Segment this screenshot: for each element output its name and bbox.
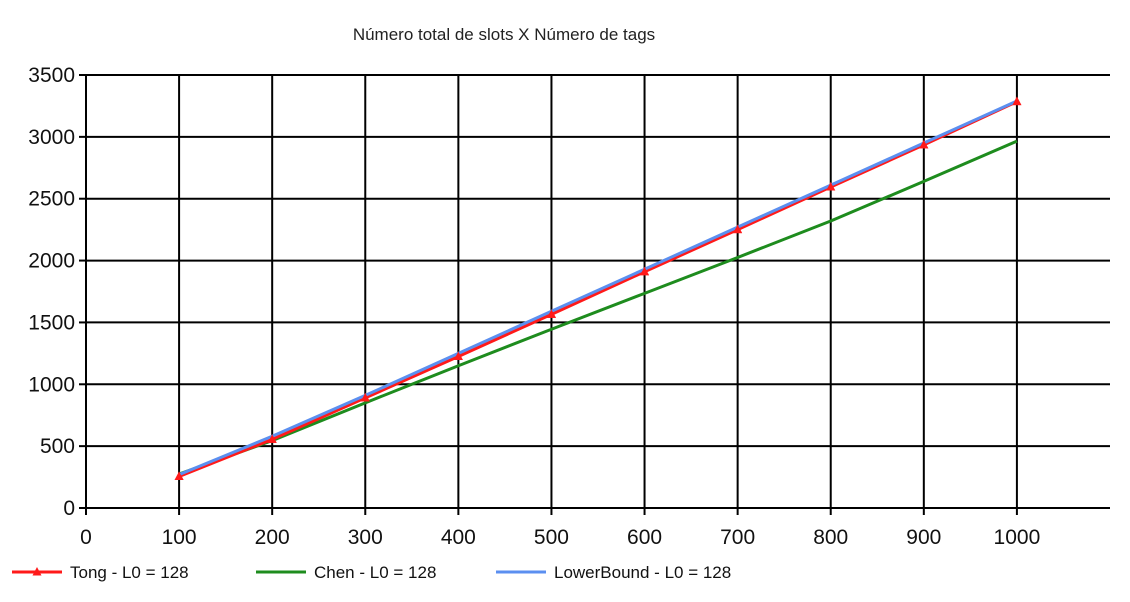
x-tick-label: 600 bbox=[627, 526, 662, 549]
y-tick-label: 3500 bbox=[28, 64, 75, 87]
legend-marker bbox=[32, 567, 42, 576]
data-point-tong-marker bbox=[640, 266, 650, 276]
y-tick-label: 0 bbox=[63, 497, 75, 520]
legend: Tong - L0 = 128 Chen - L0 = 128 LowerBound… bbox=[12, 563, 731, 582]
data-point-tong-marker bbox=[267, 434, 277, 443]
x-axis-tick-labels: 0 100 200 300 400 500 600 700 800 900 1000 bbox=[80, 526, 1040, 549]
data-point-tong-marker bbox=[453, 351, 463, 360]
series-lowerbound bbox=[178, 99, 1018, 476]
y-tick-label: 1000 bbox=[28, 373, 75, 396]
y-tick-label: 500 bbox=[40, 435, 75, 458]
series bbox=[174, 96, 1022, 480]
y-axis-tick-labels: 0 500 1000 1500 2000 2500 3000 3500 bbox=[28, 64, 75, 520]
x-tick-label: 500 bbox=[534, 526, 569, 549]
data-point-tong-marker bbox=[826, 181, 836, 191]
data-point-tong-marker bbox=[919, 139, 929, 149]
x-tick-label: 400 bbox=[441, 526, 476, 549]
data-point-tong-marker bbox=[174, 471, 184, 480]
data-point-tong-marker bbox=[733, 224, 743, 234]
series-line-chen bbox=[178, 139, 1018, 476]
x-tick-label: 1000 bbox=[994, 526, 1041, 549]
legend-label: LowerBound - L0 = 128 bbox=[554, 563, 731, 582]
data-point-tong-marker bbox=[1012, 96, 1022, 106]
x-tick-label: 800 bbox=[813, 526, 848, 549]
y-tick-label: 2500 bbox=[28, 188, 75, 211]
axes bbox=[79, 74, 1110, 515]
legend-item-chen: Chen - L0 = 128 bbox=[256, 563, 436, 582]
x-tick-label: 900 bbox=[906, 526, 941, 549]
legend-label: Chen - L0 = 128 bbox=[314, 563, 436, 582]
series-tong-markers bbox=[174, 96, 1022, 480]
data-point-tong-marker bbox=[546, 309, 556, 318]
series-line-lowerbound bbox=[178, 99, 1018, 476]
x-tick-label: 100 bbox=[162, 526, 197, 549]
y-tick-label: 2000 bbox=[28, 250, 75, 273]
series-chen bbox=[178, 139, 1018, 476]
x-tick-label: 0 bbox=[80, 526, 92, 549]
legend-label: Tong - L0 = 128 bbox=[70, 563, 189, 582]
x-tick-label: 200 bbox=[255, 526, 290, 549]
series-line-tong bbox=[178, 100, 1018, 478]
y-tick-label: 3000 bbox=[28, 126, 75, 149]
data-point-tong-marker bbox=[360, 392, 370, 402]
y-tick-label: 1500 bbox=[28, 311, 75, 334]
legend-item-lowerbound: LowerBound - L0 = 128 bbox=[496, 563, 731, 582]
legend-item-tong: Tong - L0 = 128 bbox=[12, 563, 189, 582]
chart-title: Número total de slots X Número de tags bbox=[353, 25, 655, 44]
x-tick-label: 300 bbox=[348, 526, 383, 549]
x-tick-label: 700 bbox=[720, 526, 755, 549]
